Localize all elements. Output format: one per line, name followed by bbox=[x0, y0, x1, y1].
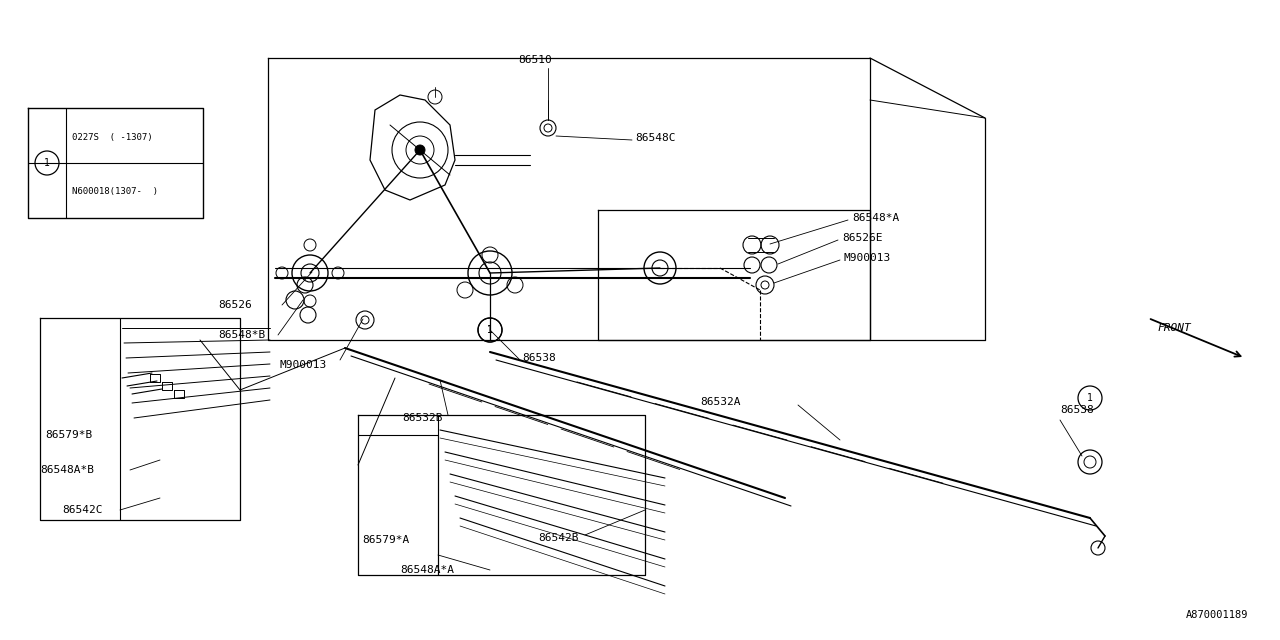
Text: 0227S  ( -1307): 0227S ( -1307) bbox=[72, 133, 152, 142]
Text: 86532A: 86532A bbox=[700, 397, 741, 407]
Circle shape bbox=[762, 281, 769, 289]
Text: 86532B: 86532B bbox=[402, 413, 443, 423]
Text: 86526E: 86526E bbox=[842, 233, 882, 243]
Text: 86548C: 86548C bbox=[635, 133, 676, 143]
Text: 86579*B: 86579*B bbox=[45, 430, 92, 440]
Text: 86538: 86538 bbox=[1060, 405, 1093, 415]
Text: 86548*A: 86548*A bbox=[852, 213, 900, 223]
Text: 86579*A: 86579*A bbox=[362, 535, 410, 545]
Text: 86542B: 86542B bbox=[538, 533, 579, 543]
Text: 86548A*B: 86548A*B bbox=[40, 465, 93, 475]
Text: 1: 1 bbox=[488, 325, 493, 335]
Text: 86548A*A: 86548A*A bbox=[399, 565, 454, 575]
Text: FRONT: FRONT bbox=[1158, 323, 1192, 333]
Text: A870001189: A870001189 bbox=[1185, 610, 1248, 620]
Text: 86538: 86538 bbox=[522, 353, 556, 363]
Text: 86510: 86510 bbox=[518, 55, 552, 65]
Text: M900013: M900013 bbox=[280, 360, 328, 370]
Circle shape bbox=[415, 145, 425, 155]
Text: 86542C: 86542C bbox=[61, 505, 102, 515]
Text: 86526: 86526 bbox=[218, 300, 252, 310]
Text: N600018(1307-  ): N600018(1307- ) bbox=[72, 187, 157, 196]
Text: M900013: M900013 bbox=[844, 253, 891, 263]
Text: 86548*B: 86548*B bbox=[218, 330, 265, 340]
Text: 1: 1 bbox=[44, 158, 50, 168]
Text: 1: 1 bbox=[488, 325, 493, 335]
Circle shape bbox=[361, 316, 369, 324]
Text: 1: 1 bbox=[1087, 393, 1093, 403]
